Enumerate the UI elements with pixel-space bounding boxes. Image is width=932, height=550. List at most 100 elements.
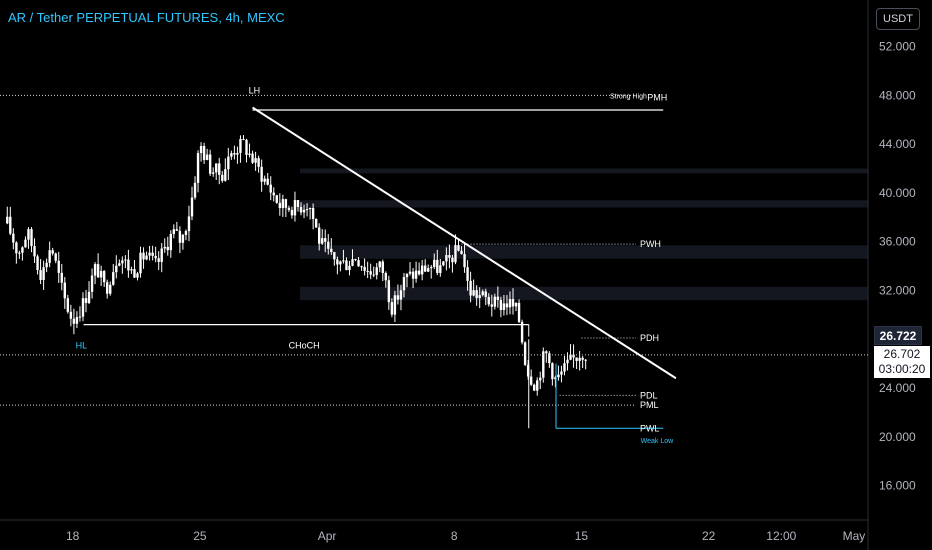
candle-body xyxy=(118,263,121,266)
supply-zone-0 xyxy=(300,168,868,174)
candle-body xyxy=(78,316,82,318)
last-price: 26.702 xyxy=(883,347,921,361)
candle-body xyxy=(536,380,539,391)
candle-body xyxy=(448,255,451,258)
candle-body xyxy=(39,270,42,281)
candle-body xyxy=(33,246,36,257)
lh-label: LH xyxy=(249,86,261,96)
candle-body xyxy=(115,265,118,273)
candle-body xyxy=(42,267,45,281)
candle-body xyxy=(211,172,215,174)
candle-body xyxy=(581,357,584,360)
current-price-badge: 26.722 xyxy=(874,326,922,345)
candle-body xyxy=(584,359,587,361)
candle-body xyxy=(381,261,384,274)
candle-body xyxy=(475,290,478,299)
candle-body xyxy=(454,245,457,263)
candle-body xyxy=(502,303,506,310)
candle-body xyxy=(18,252,21,254)
x-tick-label: 25 xyxy=(193,529,207,543)
candle-body xyxy=(363,266,366,271)
candle-body xyxy=(72,318,76,324)
candle-body xyxy=(342,260,345,262)
candle-body xyxy=(372,274,375,276)
candle-body xyxy=(466,267,469,281)
candle-body xyxy=(184,231,188,235)
y-tick-label: 48.000 xyxy=(879,88,916,102)
candle-body xyxy=(102,271,106,283)
candle-body xyxy=(24,239,27,248)
candle-body xyxy=(221,174,224,181)
candle-body xyxy=(451,257,454,263)
candle-body xyxy=(251,153,254,163)
candle-body xyxy=(433,259,436,268)
candle-body xyxy=(399,290,403,300)
candle-body xyxy=(417,270,421,275)
candle-body xyxy=(257,158,260,167)
candle-body xyxy=(542,351,545,378)
pml-label: PML xyxy=(640,400,659,410)
candle-body xyxy=(566,359,569,364)
pdl-label: PDL xyxy=(640,390,658,400)
currency-button[interactable]: USDT xyxy=(876,8,920,30)
candle-body xyxy=(560,371,563,375)
candle-body xyxy=(163,246,166,249)
candle-body xyxy=(190,197,194,217)
candle-body xyxy=(442,261,445,266)
candle-body xyxy=(396,295,400,300)
candle-body xyxy=(242,139,245,141)
candle-body xyxy=(402,277,406,291)
candle-body xyxy=(199,145,203,154)
candle-body xyxy=(227,156,230,170)
candle-body xyxy=(172,229,176,234)
candle-body xyxy=(539,377,542,381)
candle-body xyxy=(420,265,424,275)
candle-body xyxy=(260,166,263,182)
candle-body xyxy=(142,252,145,260)
candle-body xyxy=(248,153,251,155)
y-tick-label: 36.000 xyxy=(879,235,916,249)
candle-body xyxy=(9,216,12,234)
candle-body xyxy=(63,282,67,299)
candle-body xyxy=(145,255,148,260)
candle-body xyxy=(27,229,30,240)
candle-body xyxy=(215,163,218,173)
candle-body xyxy=(317,227,321,244)
candle-body xyxy=(460,250,463,255)
candle-body xyxy=(81,298,85,317)
candle-body xyxy=(266,178,269,185)
candle-body xyxy=(375,267,378,275)
candle-body xyxy=(572,354,575,358)
candle-body xyxy=(345,260,348,271)
last-price-box: 26.702 03:00:20 xyxy=(874,346,930,378)
candle-body xyxy=(127,259,130,271)
candle-body xyxy=(360,266,363,268)
candle-body xyxy=(193,182,197,198)
candle-body xyxy=(387,280,391,303)
candle-body xyxy=(202,145,206,160)
candle-body xyxy=(112,272,115,285)
candle-body xyxy=(151,252,154,256)
candle-body xyxy=(302,209,306,213)
candle-body xyxy=(505,303,509,308)
candle-body xyxy=(6,216,9,224)
y-tick-label: 40.000 xyxy=(879,186,916,200)
candle-body xyxy=(175,229,179,231)
candle-body xyxy=(239,139,242,153)
candle-body xyxy=(69,311,73,319)
candle-body xyxy=(487,296,490,305)
hl-label: HL xyxy=(76,341,88,351)
candle-body xyxy=(414,270,418,279)
candle-body xyxy=(245,139,248,155)
candle-body xyxy=(545,351,548,354)
candle-body xyxy=(166,246,169,251)
candle-body xyxy=(169,233,172,251)
y-tick-label: 44.000 xyxy=(879,137,916,151)
candle-body xyxy=(66,298,70,312)
candle-body xyxy=(272,192,275,196)
candle-body xyxy=(93,264,97,276)
candle-body xyxy=(348,265,351,271)
candle-body xyxy=(472,290,475,296)
